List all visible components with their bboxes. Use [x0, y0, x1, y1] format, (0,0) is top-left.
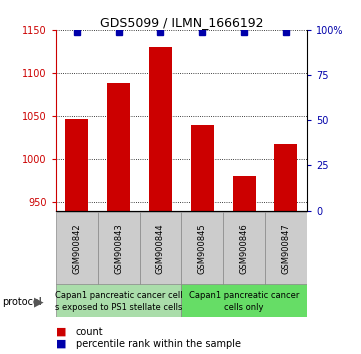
Text: Capan1 pancreatic cancer cell: Capan1 pancreatic cancer cell [55, 291, 183, 300]
Bar [56, 284, 181, 317]
Text: GSM900845: GSM900845 [198, 223, 207, 274]
Bar [181, 284, 307, 317]
Text: ■: ■ [56, 327, 66, 337]
Bar [65, 119, 88, 211]
Bar [181, 212, 223, 285]
Text: GSM900842: GSM900842 [72, 223, 81, 274]
Text: GSM900846: GSM900846 [240, 223, 249, 274]
Text: GSM900844: GSM900844 [156, 223, 165, 274]
Text: percentile rank within the sample: percentile rank within the sample [76, 339, 241, 349]
Text: ▶: ▶ [34, 295, 44, 308]
Bar [265, 212, 307, 285]
Bar [149, 47, 172, 211]
Text: s exposed to PS1 stellate cells: s exposed to PS1 stellate cells [55, 303, 182, 312]
Text: ■: ■ [56, 339, 66, 349]
Bar [98, 212, 140, 285]
Bar [107, 82, 130, 211]
Text: protocol: protocol [2, 297, 42, 307]
Text: cells only: cells only [225, 303, 264, 312]
Text: Capan1 pancreatic cancer: Capan1 pancreatic cancer [189, 291, 299, 300]
Title: GDS5099 / ILMN_1666192: GDS5099 / ILMN_1666192 [100, 16, 263, 29]
Bar [140, 212, 181, 285]
Bar [232, 176, 256, 211]
Text: GSM900847: GSM900847 [282, 223, 291, 274]
Bar [56, 212, 98, 285]
Text: GSM900843: GSM900843 [114, 223, 123, 274]
Text: count: count [76, 327, 104, 337]
Bar [223, 212, 265, 285]
Bar [274, 144, 297, 211]
Bar [191, 125, 214, 211]
